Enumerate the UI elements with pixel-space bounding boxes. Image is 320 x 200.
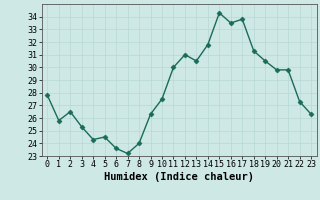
X-axis label: Humidex (Indice chaleur): Humidex (Indice chaleur) — [104, 172, 254, 182]
